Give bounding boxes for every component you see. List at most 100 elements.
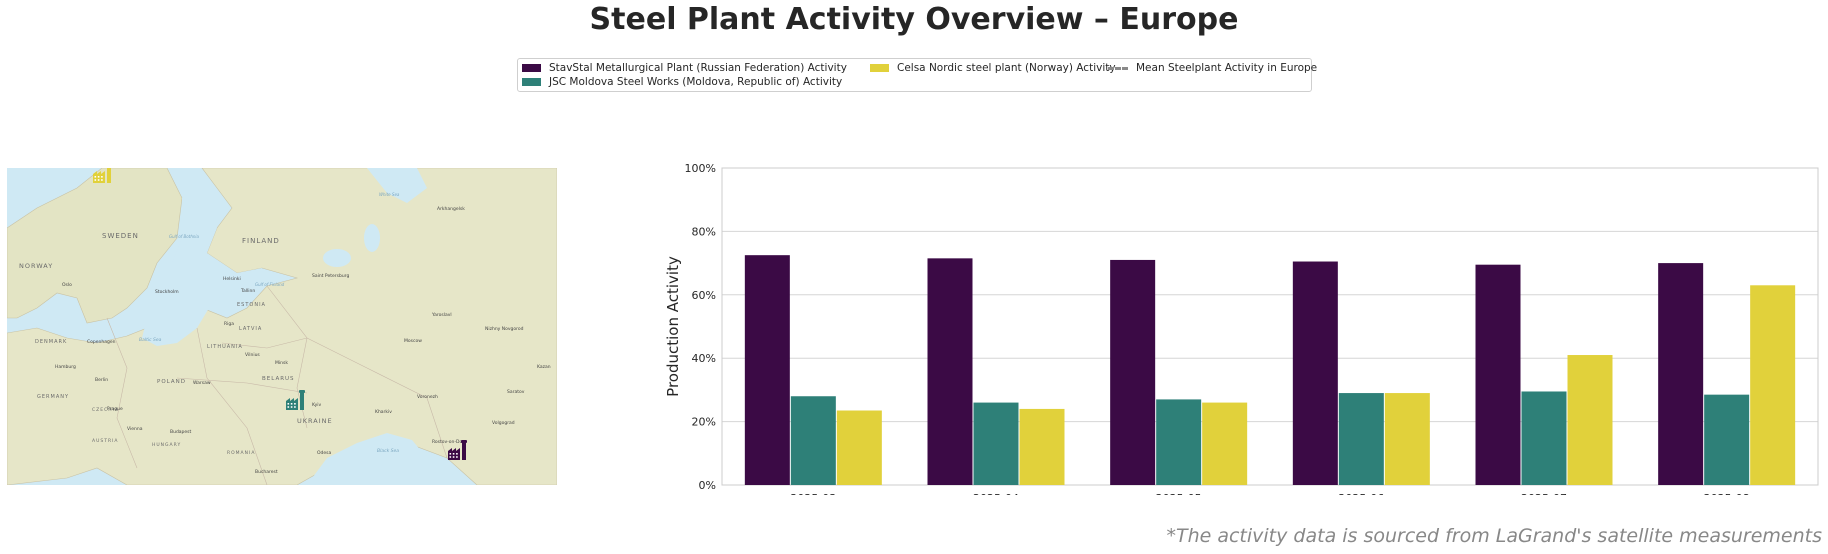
map-label: Budapest	[170, 429, 192, 435]
bar	[836, 410, 882, 485]
map-label: SWEDEN	[102, 232, 139, 240]
bar	[1338, 393, 1384, 485]
x-tick-label: 2025-06	[1338, 492, 1384, 495]
map-label: Hamburg	[55, 364, 76, 370]
map-label: Bucharest	[255, 469, 278, 475]
map-label: Kharkiv	[375, 409, 392, 415]
map-label: Saratov	[507, 389, 525, 395]
bar	[1384, 393, 1430, 485]
map-label: Rostov-on-Don	[432, 439, 465, 445]
map-label: Arkhangelsk	[437, 206, 465, 212]
map-label: GERMANY	[37, 394, 69, 400]
bar	[1521, 391, 1567, 485]
legend-item-moldova: JSC Moldova Steel Works (Moldova, Republ…	[522, 76, 842, 88]
x-tick-label: 2025-07	[1521, 492, 1567, 495]
chart-legend: StavStal Metallurgical Plant (Russian Fe…	[517, 58, 1317, 92]
map-label: Odesa	[317, 450, 332, 456]
legend-label-mean: Mean Steelplant Activity in Europe	[1136, 62, 1318, 74]
x-tick-label: 2025-08	[1704, 492, 1750, 495]
bar	[790, 396, 836, 485]
map-label: ESTONIA	[237, 302, 266, 308]
legend-swatch-moldova	[522, 78, 541, 86]
map-label: Saint Petersburg	[312, 273, 349, 279]
factory-icon	[93, 168, 111, 183]
bar	[1750, 285, 1796, 485]
map-land-scandinavia	[7, 168, 183, 324]
bar	[1019, 408, 1065, 485]
map-label: Kazan	[537, 364, 551, 370]
map-label: White Sea	[379, 192, 400, 197]
map-label: Vilnius	[245, 352, 260, 358]
bar	[1475, 264, 1521, 485]
legend-item-stavstal: StavStal Metallurgical Plant (Russian Fe…	[522, 62, 847, 74]
map-label: LATVIA	[239, 326, 262, 332]
y-axis-label: Production Activity	[664, 256, 682, 397]
bar-chart: 0% 20% 40% 60% 80% 100% Production Activity 202…	[664, 162, 1819, 495]
map-label: Prague	[107, 406, 123, 412]
x-tick-label: 2025-03	[790, 492, 836, 495]
map-lake-ladoga	[323, 249, 351, 267]
legend-label-stavstal: StavStal Metallurgical Plant (Russian Fe…	[549, 62, 847, 74]
map-label: Nizhny Novgorod	[485, 326, 524, 332]
bar	[1202, 402, 1248, 485]
map-label: Copenhagen	[87, 339, 116, 345]
y-tick-label: 0%	[699, 479, 716, 492]
bar	[927, 258, 973, 485]
page-title: Steel Plant Activity Overview – Europe	[589, 2, 1239, 37]
legend-item-mean: Mean Steelplant Activity in Europe	[1108, 62, 1317, 74]
map-label: Minsk	[275, 360, 288, 366]
plot-frame	[721, 167, 1819, 486]
bar	[744, 255, 790, 485]
legend-label-celsa: Celsa Nordic steel plant (Norway) Activi…	[897, 62, 1116, 74]
factory-icon	[448, 440, 467, 460]
map-label: UKRAINE	[297, 417, 333, 425]
map-label: AUSTRIA	[92, 438, 119, 444]
legend-item-celsa: Celsa Nordic steel plant (Norway) Activi…	[870, 62, 1116, 74]
map-label: POLAND	[157, 379, 186, 385]
europe-map: SWEDEN FINLAND NORWAY ESTONIA LATVIA LIT…	[7, 168, 557, 485]
footnote: *The activity data is sourced from LaGra…	[1166, 525, 1822, 547]
bar	[1156, 399, 1202, 485]
map-label: Helsinki	[223, 276, 241, 282]
map-label: Riga	[224, 321, 234, 327]
map-label: ROMANIA	[227, 450, 255, 456]
y-tick-label: 20%	[692, 416, 716, 429]
map-label: Gulf of Finland	[255, 282, 285, 287]
map-label: Black Sea	[377, 448, 399, 454]
bar	[1292, 261, 1338, 485]
x-tick-label: 2025-05	[1156, 492, 1202, 495]
map-label: Volgograd	[492, 420, 515, 426]
map-baltic-sea	[142, 198, 262, 346]
map-label: BELARUS	[262, 376, 295, 382]
legend-swatch-stavstal	[522, 64, 541, 72]
map-white-sea	[367, 168, 427, 203]
y-tick-label: 40%	[692, 352, 716, 365]
map-label: DENMARK	[35, 339, 67, 345]
map-label: Yaroslavl	[431, 312, 452, 318]
map-label: Berlin	[95, 377, 108, 383]
y-tick-label: 100%	[685, 162, 716, 175]
legend-swatch-celsa	[870, 64, 889, 72]
map-label: LITHUANIA	[207, 344, 243, 350]
y-tick-label: 60%	[692, 289, 716, 302]
map-label: Moscow	[404, 338, 422, 344]
map-label: Voronezh	[417, 394, 438, 400]
map-label: NORWAY	[19, 262, 53, 270]
legend-dash-mean	[1108, 66, 1128, 70]
legend-label-moldova: JSC Moldova Steel Works (Moldova, Republ…	[549, 76, 843, 88]
map-label: Vienna	[127, 426, 143, 432]
map-label: Oslo	[62, 282, 72, 288]
map-label: Baltic Sea	[139, 337, 162, 343]
map-label: Stockholm	[155, 289, 179, 295]
factory-icon	[286, 390, 305, 410]
bar	[1110, 259, 1156, 485]
map-label: Tallinn	[240, 288, 255, 294]
y-tick-label: 80%	[692, 225, 716, 238]
bar	[1658, 263, 1704, 485]
bar	[1704, 394, 1750, 485]
map-label: Kyiv	[312, 402, 322, 408]
map-black-sea	[307, 433, 462, 485]
map-label: FINLAND	[242, 237, 280, 245]
map-label: CZECHIA	[92, 407, 119, 413]
map-label: HUNGARY	[152, 442, 181, 448]
